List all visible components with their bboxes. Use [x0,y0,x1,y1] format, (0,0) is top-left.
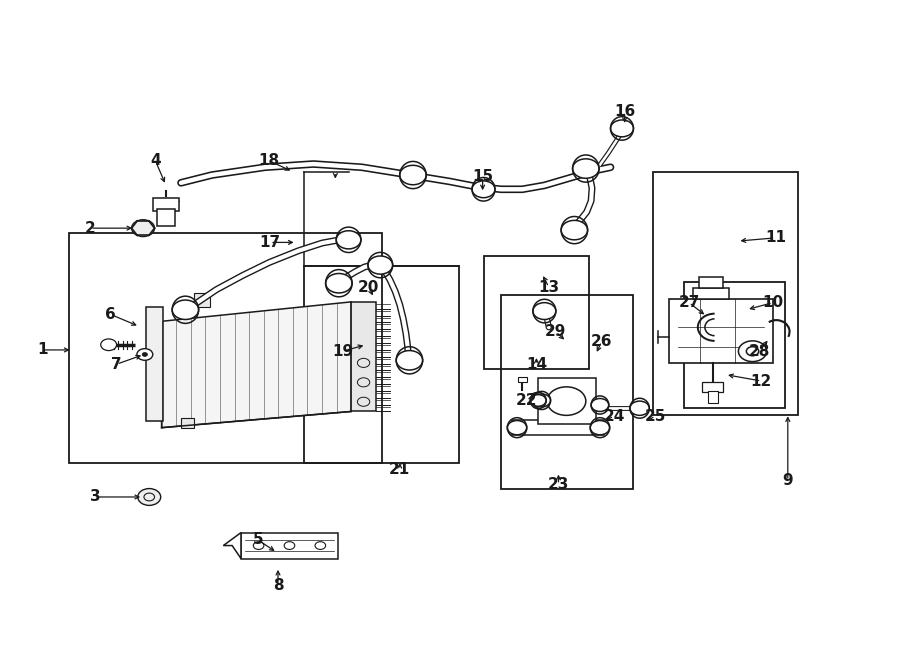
Text: 4: 4 [150,153,161,169]
Bar [684,282,785,408]
Bar [146,307,164,421]
Text: 16: 16 [614,104,635,119]
Bar [669,299,773,363]
Text: 23: 23 [548,477,569,492]
Text: 26: 26 [591,334,613,349]
Bar [538,379,596,424]
Circle shape [533,303,556,319]
Text: 9: 9 [782,473,793,488]
Text: 27: 27 [679,295,699,310]
Bar [351,302,376,411]
Circle shape [561,220,588,240]
Circle shape [591,399,608,411]
Text: 29: 29 [545,325,566,339]
Circle shape [530,395,546,407]
Text: 2: 2 [85,221,95,236]
Circle shape [138,488,161,506]
Circle shape [131,219,155,237]
Circle shape [508,420,526,435]
Circle shape [137,348,153,360]
Text: 24: 24 [603,408,625,424]
Text: 28: 28 [749,344,770,359]
Polygon shape [223,533,241,559]
Circle shape [101,339,117,350]
Text: 7: 7 [112,357,122,371]
Bar [153,198,179,211]
Circle shape [326,274,352,293]
Bar [707,391,718,403]
Text: 17: 17 [259,235,281,250]
Circle shape [337,231,361,249]
Text: 1: 1 [37,342,48,358]
Text: 18: 18 [258,153,280,169]
Text: 8: 8 [273,578,284,592]
Circle shape [142,352,148,356]
Text: 11: 11 [765,231,786,245]
Text: 12: 12 [751,373,772,389]
Text: 10: 10 [762,295,783,310]
Bar [501,295,634,489]
Bar [512,420,604,436]
Circle shape [533,394,551,407]
Circle shape [172,300,199,319]
Bar [702,382,724,392]
Circle shape [368,256,392,274]
Text: 21: 21 [389,462,410,477]
Circle shape [610,120,634,137]
Circle shape [253,541,264,549]
Circle shape [590,420,609,435]
Text: 15: 15 [472,169,493,184]
Circle shape [738,341,767,362]
Bar [194,293,210,307]
Circle shape [472,181,495,198]
Circle shape [284,541,295,549]
Circle shape [396,350,423,370]
Bar [652,172,798,414]
Text: 25: 25 [644,408,666,424]
Circle shape [572,159,599,178]
Text: 5: 5 [252,532,263,547]
Text: 19: 19 [332,344,353,359]
Circle shape [746,346,759,356]
Text: 13: 13 [538,280,559,295]
Circle shape [315,541,326,549]
Bar [69,233,382,463]
Text: 6: 6 [105,307,116,322]
Circle shape [400,165,427,184]
Polygon shape [162,302,351,428]
Bar [158,210,175,225]
Bar [241,533,338,559]
Text: 3: 3 [90,490,101,504]
Text: 22: 22 [516,393,537,408]
Circle shape [630,401,649,415]
Circle shape [547,387,586,415]
Bar [518,377,526,382]
Bar [304,266,459,463]
Text: 20: 20 [358,280,380,295]
Bar [483,256,590,369]
Text: 14: 14 [526,358,547,372]
Bar [698,278,724,288]
Bar [181,418,194,428]
Bar [693,288,729,299]
